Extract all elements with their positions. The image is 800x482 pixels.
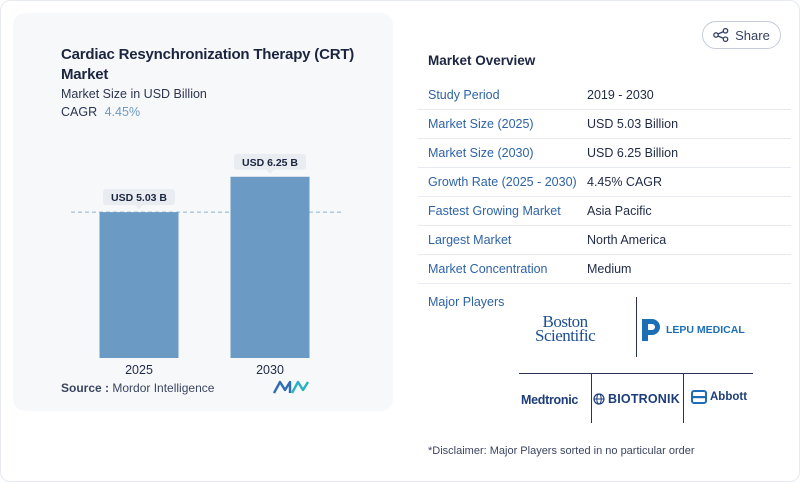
abbott-logo: Abbott [691, 390, 747, 404]
source-value: Mordor Intelligence [112, 381, 215, 395]
category-label: 2030 [256, 363, 284, 377]
category-label: 2025 [125, 363, 153, 377]
row-key: Largest Market [428, 233, 512, 247]
data-label-bg [103, 189, 175, 206]
logo-divider [519, 373, 753, 374]
market-overview-title: Market Overview [428, 53, 536, 68]
row-key: Market Size (2025) [428, 117, 534, 131]
source-label: Source : [61, 381, 110, 395]
row-key: Growth Rate (2025 - 2030) [428, 175, 577, 189]
share-button[interactable]: Share [702, 21, 781, 49]
table-row: Market Size (2025) USD 5.03 Billion [418, 110, 791, 139]
cagr-line: CAGR 4.45% [61, 105, 140, 119]
row-value: USD 6.25 Billion [587, 146, 679, 160]
boston-logo-line2: Scientific [535, 326, 596, 345]
abbott-mark-icon [691, 390, 707, 404]
row-key: Market Size (2030) [428, 146, 534, 160]
chart-title: Cardiac Resynchronization Therapy (CRT) … [61, 46, 355, 83]
chart-card: USD 5.03 B 2025 USD 6.25 B 2030 [13, 13, 393, 411]
row-value: Asia Pacific [587, 204, 652, 218]
lepu-medical-logo: LEPU MEDICAL [640, 317, 745, 343]
market-overview-table: Study Period 2019 - 2030 Market Size (202… [418, 81, 791, 284]
bar-chart: USD 5.03 B 2025 USD 6.25 B 2030 [71, 153, 341, 377]
row-key: Study Period [428, 88, 500, 102]
lepu-mark-icon [642, 319, 660, 341]
mordor-intelligence-logo [273, 380, 309, 394]
cagr-label: CAGR [61, 105, 98, 119]
row-key: Market Concentration [428, 262, 548, 276]
row-value: Medium [587, 262, 632, 276]
boston-logo-line1: Boston [542, 312, 588, 331]
table-row: Fastest Growing Market Asia Pacific [418, 197, 791, 226]
data-label-bg [234, 153, 306, 170]
share-icon [713, 28, 729, 42]
table-row: Market Size (2030) USD 6.25 Billion [418, 139, 791, 168]
bar-2025 [99, 212, 179, 358]
share-label: Share [735, 27, 770, 43]
biotronik-logo-text: BIOTRONIK [608, 392, 680, 406]
logo-divider [591, 373, 592, 423]
cagr-value: 4.45% [104, 105, 141, 119]
row-key: Fastest Growing Market [428, 204, 561, 218]
biotronik-logo: BIOTRONIK [593, 392, 680, 406]
data-label-pointer [135, 205, 143, 210]
boston-scientific-logo: Boston Scientific [535, 312, 596, 345]
chart-subtitle: Market Size in USD Billion [61, 87, 207, 101]
data-label-pointer [266, 169, 274, 174]
major-players-label: Major Players [428, 295, 505, 309]
row-value: USD 5.03 Billion [587, 117, 679, 131]
biotronik-globe-icon [593, 393, 605, 405]
logo-divider [636, 297, 637, 357]
row-value: 4.45% CAGR [587, 175, 663, 189]
disclaimer-text: *Disclaimer: Major Players sorted in no … [428, 445, 695, 457]
row-value: 2019 - 2030 [587, 88, 654, 102]
table-row: Growth Rate (2025 - 2030) 4.45% CAGR [418, 168, 791, 197]
lepu-logo-text: LEPU MEDICAL [666, 324, 745, 336]
table-row: Study Period 2019 - 2030 [418, 81, 791, 110]
data-label: USD 6.25 B [242, 157, 298, 169]
medtronic-logo: Medtronic [521, 393, 579, 407]
abbott-logo-text: Abbott [710, 391, 748, 403]
bar-2030 [230, 176, 310, 358]
logo-divider [683, 373, 684, 423]
major-players-logos: Boston Scientific LEPU MEDICAL Medtronic… [519, 297, 753, 423]
row-value: North America [587, 233, 667, 247]
data-label: USD 5.03 B [111, 192, 167, 204]
table-row: Market Concentration Medium [418, 255, 791, 284]
table-row: Largest Market North America [418, 226, 791, 255]
source-line: Source : Mordor Intelligence [61, 381, 214, 395]
